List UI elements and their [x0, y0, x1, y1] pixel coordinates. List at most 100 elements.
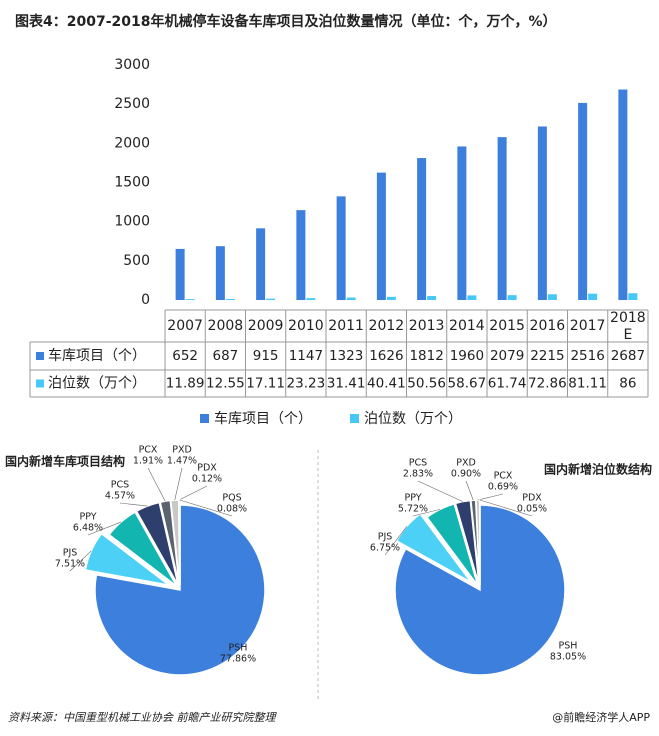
table-cell: 687 — [212, 348, 238, 364]
bar — [376, 172, 386, 300]
x-tick-label: 2014 — [449, 318, 485, 334]
slice-label: PXD — [456, 458, 476, 469]
bar — [628, 293, 638, 300]
pie-slice — [94, 504, 266, 676]
table-cell: 11.89 — [166, 376, 205, 392]
slice-label: PSH — [559, 641, 578, 652]
table-cell: 40.41 — [367, 376, 406, 392]
slice-label: PPY — [79, 512, 96, 523]
slice-value-label: 0.05% — [517, 504, 547, 515]
x-tick-label: 2015 — [489, 318, 525, 334]
x-tick-label: 2017 — [570, 318, 606, 334]
y-tick-label: 2500 — [114, 96, 150, 112]
legend-label: 车库项目（个） — [214, 410, 312, 427]
slice-value-label: 0.90% — [451, 469, 481, 480]
slice-value-label: 6.48% — [73, 523, 103, 534]
table-cell: 2516 — [570, 348, 604, 364]
leader-line — [417, 480, 463, 502]
slice-value-label: 5.72% — [398, 504, 428, 515]
table-cell: 2215 — [530, 348, 564, 364]
table-cell: 23.23 — [287, 376, 326, 392]
slice-value-label: 6.75% — [370, 543, 400, 554]
table-cell: 1812 — [409, 348, 443, 364]
bar — [417, 158, 427, 300]
table-cell: 50.56 — [407, 376, 446, 392]
legend-swatch — [200, 414, 209, 423]
x-tick-label: 2011 — [328, 318, 364, 334]
slice-value-label: 4.57% — [105, 491, 135, 502]
leader-line — [147, 467, 166, 502]
page-title: 图表4：2007-2018年机械停车设备车库项目及泊位数量情况（单位：个，万个，… — [15, 13, 557, 30]
slice-value-label: 2.83% — [403, 469, 433, 480]
slice-value-label: 1.47% — [167, 456, 197, 467]
bar — [346, 297, 356, 300]
leader-line — [119, 502, 148, 507]
slice-label: PDX — [197, 463, 217, 474]
bar — [427, 296, 437, 300]
slice-label: PDX — [522, 493, 542, 504]
table-cell: 2079 — [490, 348, 524, 364]
bar — [457, 146, 467, 300]
table-cell: 1147 — [289, 348, 323, 364]
leader-line — [179, 499, 233, 517]
table-row-header: 泊位数（万个） — [48, 376, 146, 392]
y-tick-label: 0 — [141, 292, 150, 308]
x-tick-label: 2018 E — [610, 310, 646, 343]
bar — [497, 137, 507, 300]
slice-value-label: 0.12% — [192, 474, 222, 485]
slice-value-label: 0.08% — [217, 504, 247, 515]
bar — [386, 296, 396, 300]
table-cell: 1626 — [369, 348, 403, 364]
x-tick-label: 2009 — [248, 318, 284, 334]
y-tick-label: 1000 — [114, 214, 150, 230]
bar — [537, 126, 547, 300]
leader-line — [465, 480, 474, 501]
table-cell: 31.41 — [327, 376, 366, 392]
pie-slice — [425, 502, 479, 586]
slice-label: PJS — [63, 548, 78, 559]
y-tick-label: 3000 — [114, 57, 150, 73]
x-tick-label: 2010 — [288, 318, 324, 334]
source: 资料来源：中国重型机械工业协会 前瞻产业研究院整理 — [8, 711, 277, 724]
leader-line — [87, 521, 122, 536]
slice-value-label: 0.69% — [488, 482, 518, 493]
table-cell: 652 — [172, 348, 198, 364]
table-cell: 61.74 — [488, 376, 527, 392]
pie-title: 国内新增泊位数结构 — [544, 462, 652, 477]
x-tick-label: 2012 — [369, 318, 405, 334]
bar — [547, 294, 557, 300]
table-legend-swatch — [36, 379, 44, 388]
pie-slice — [84, 532, 170, 586]
slice-value-label: 7.51% — [55, 559, 85, 570]
bar — [306, 298, 316, 300]
table-legend-swatch — [36, 352, 44, 360]
y-tick-label: 2000 — [114, 135, 150, 151]
bar — [296, 210, 306, 300]
table-cell: 58.67 — [448, 376, 487, 392]
slice-value-label: 83.05% — [550, 652, 586, 663]
slice-label: PCS — [111, 480, 129, 491]
pie-slice — [394, 504, 566, 676]
bar — [588, 293, 598, 300]
slice-label: PCX — [139, 445, 158, 456]
bar — [578, 102, 588, 300]
slice-value-label: 1.91% — [133, 456, 163, 467]
x-tick-label: 2013 — [409, 318, 445, 334]
y-tick-label: 1500 — [114, 175, 150, 191]
x-tick-label: 2007 — [167, 318, 203, 334]
leader-line — [479, 499, 533, 517]
slice-value-label: 77.86% — [220, 654, 256, 665]
leader-line — [174, 467, 183, 501]
slice-label: PCX — [494, 471, 513, 482]
leader-line — [412, 509, 441, 517]
table-cell: 1960 — [450, 348, 484, 364]
leader-line — [69, 550, 92, 572]
bar — [266, 298, 276, 300]
slice-label: PXD — [172, 445, 192, 456]
legend-swatch — [350, 414, 359, 423]
slice-label: PCS — [409, 458, 427, 469]
x-tick-label: 2008 — [208, 318, 244, 334]
y-tick-label: 500 — [123, 253, 150, 269]
table-cell: 86 — [619, 376, 636, 392]
